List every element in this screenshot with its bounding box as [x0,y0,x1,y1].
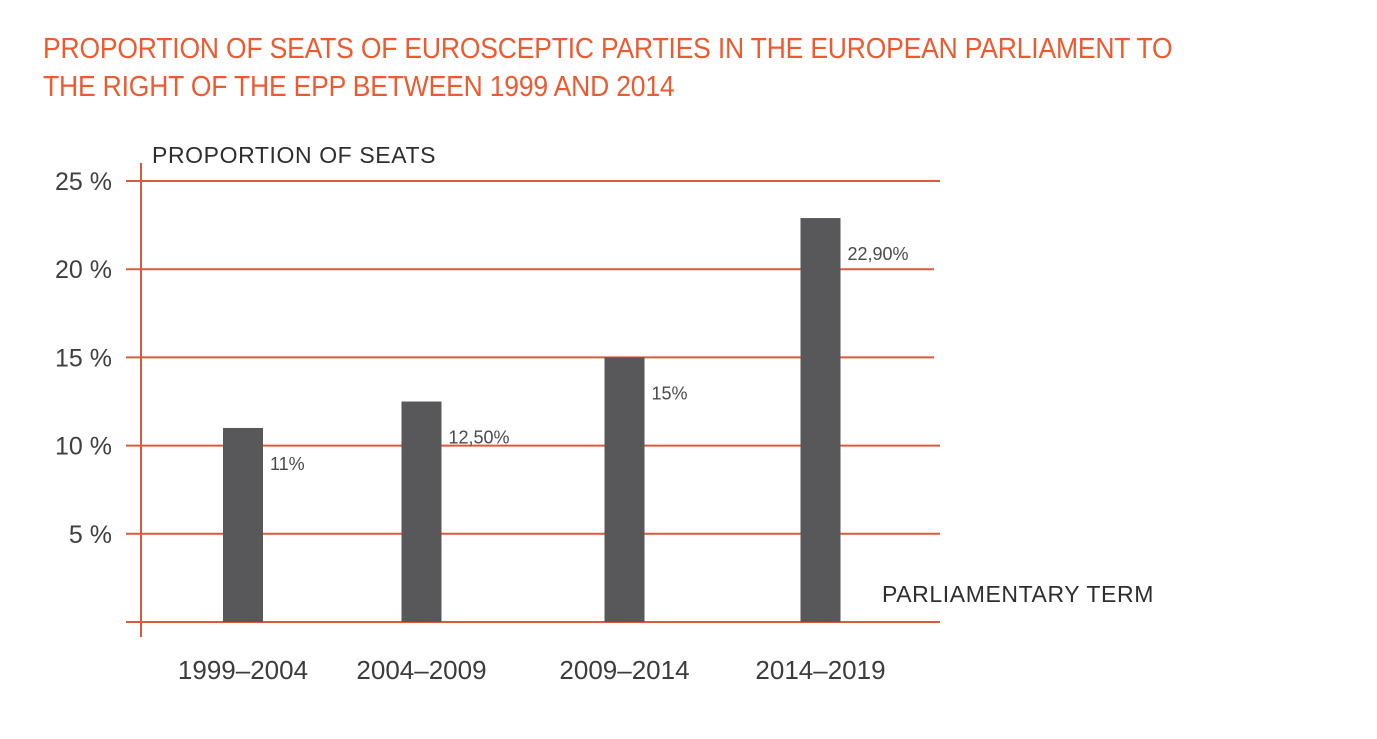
x-tick-labels: 1999–2004 2004–2009 2009–2014 2014–2019 [178,655,886,685]
y-tick-label: 15 % [55,344,112,372]
bar-2014–2019 [800,218,841,622]
data-labels: 11% 12,50% 15% 22,90% [270,244,909,474]
y-tick-label: 25 % [55,168,112,196]
chart-title-line-1: PROPORTION OF SEATS OF EUROSCEPTIC PARTI… [43,33,1173,65]
x-tick-label: 2014–2019 [755,655,885,685]
y-tick-label: 20 % [55,256,112,284]
data-label: 22,90% [848,244,909,264]
x-axis-title: PARLIAMENTARY TERM [882,581,1154,607]
y-axis-title: PROPORTION OF SEATS [152,142,436,168]
x-tick-label: 2009–2014 [559,655,689,685]
x-tick-label: 2004–2009 [356,655,486,685]
data-label: 11% [270,454,305,474]
y-tick-labels: 5 % 10 % 15 % 20 % 25 % [55,168,112,549]
x-tick-label: 1999–2004 [178,655,308,685]
bar-2009–2014 [604,357,645,622]
y-tick-label: 10 % [55,433,112,461]
bar-2004–2009 [401,401,442,622]
data-label: 12,50% [449,428,510,448]
bar-1999–2004 [223,427,263,622]
chart-title-line-2: THE RIGHT OF THE EPP BETWEEN 1999 AND 20… [43,71,675,103]
bars [223,218,841,622]
chart-title: PROPORTION OF SEATS OF EUROSCEPTIC PARTI… [43,30,1271,106]
data-label: 15% [652,383,688,403]
y-tick-label: 5 % [69,521,112,549]
